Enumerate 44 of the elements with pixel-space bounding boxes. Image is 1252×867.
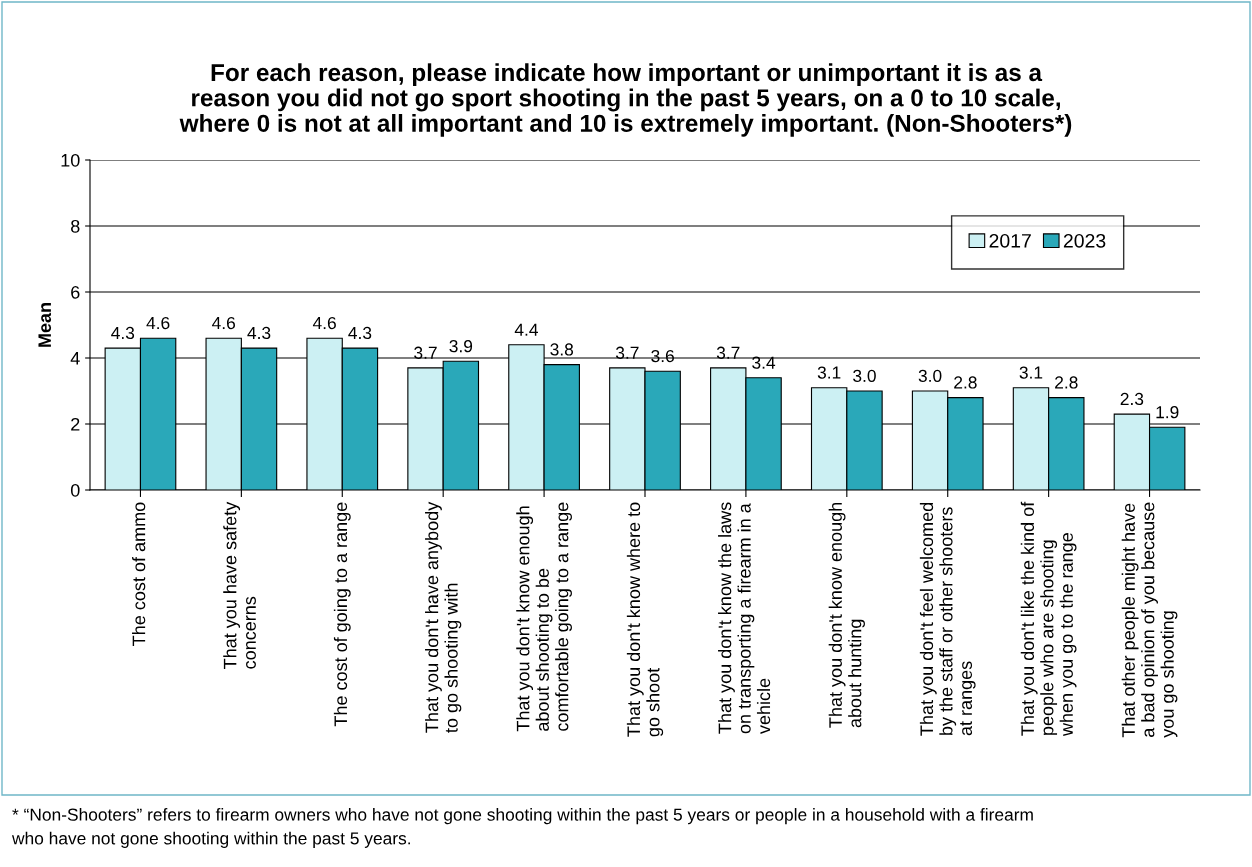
data-label: 3.0 (918, 369, 942, 383)
legend-label: 2023 (1063, 233, 1106, 248)
y-tick-label: 2 (71, 417, 80, 431)
data-label: 4.3 (348, 326, 372, 340)
data-label: 3.1 (1019, 366, 1043, 379)
chart-title: For each reason, please indicate how important or unimportant it is as a reason you did not go sport shooting in the past 5 years, on a 0 to 10 scale, where 0 is not at all important and 10 is extremely important. (Non-Shooters*) (179, 63, 1072, 137)
y-tick-label: 8 (71, 219, 80, 233)
data-label: 3.9 (449, 340, 473, 353)
data-label: 4.6 (312, 316, 336, 330)
data-label: 1.9 (1156, 406, 1179, 419)
data-label: 3.1 (817, 366, 841, 379)
data-label: 2.8 (954, 376, 977, 389)
data-label: 3.7 (716, 346, 740, 359)
text: * “Non-Shooters” refers to firearm owners who have not gone shooting within the past 5 years or people in a household with a firearm who have not gone shooting within the past 5 years. (11, 808, 1033, 848)
y-tick-label: 0 (70, 483, 80, 497)
data-label: 3.7 (615, 346, 639, 359)
x-tick-label: That you have safety concerns (223, 501, 256, 669)
data-label: 4.6 (146, 316, 170, 330)
data-label: 4.3 (247, 326, 271, 340)
data-label: 4.6 (212, 316, 236, 330)
x-tick-label: That other people might have a bad opinion of you because you go shooting (1121, 502, 1178, 738)
x-tick-label: That you don't know the laws on transporting a firearm in a vehicle (718, 502, 771, 735)
x-tick-label: The cost of ammo (132, 502, 146, 646)
x-tick-label: That you don't know enough about shooting to be comfortable going to a range (516, 502, 572, 732)
data-label: 4.4 (514, 323, 538, 336)
x-tick-label: That you don't feel welcomed by the staff or other shooters at ranges (919, 502, 976, 736)
y-tick-label: 10 (61, 153, 80, 167)
x-tick-label: The cost of going to a range (333, 502, 351, 727)
x-tick-label: That you don't like the kind of people who are shooting when you go to the range (1020, 501, 1077, 737)
data-label: 3.7 (414, 346, 437, 359)
y-axis-title: Mean (38, 303, 52, 347)
data-label: 3.6 (651, 349, 674, 363)
data-label: 2.8 (1055, 376, 1078, 389)
y-tick-label: 6 (71, 285, 80, 299)
data-label: 2.3 (1120, 392, 1144, 406)
legend-label: 2017 (989, 233, 1031, 248)
data-label: 4.3 (111, 326, 135, 340)
x-tick-label: That you don't know enough about hunting (828, 502, 865, 728)
data-label: 3.8 (550, 343, 574, 356)
data-label: 3.0 (853, 369, 876, 383)
x-tick-label: That you don't have anybody to go shooting with (425, 501, 462, 733)
data-label: 3.4 (752, 356, 776, 369)
x-tick-label: That you don't know where to go shoot (626, 502, 664, 737)
y-tick-label: 4 (70, 352, 80, 365)
